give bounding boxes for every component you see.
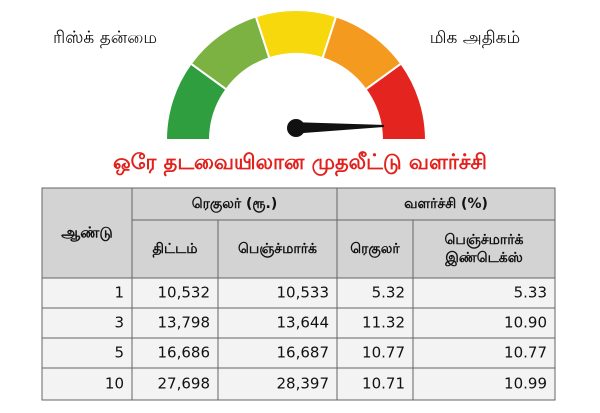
header-cell: ஆண்டு [61, 224, 112, 242]
table-value: 16,687 [277, 344, 330, 362]
sub-header: பெஞ்ச்மார்க் [238, 241, 317, 257]
gauge [164, 9, 428, 141]
table-cell [41, 367, 133, 401]
table-value: 10,532 [158, 284, 211, 302]
table-value: 11.32 [362, 314, 405, 332]
gauge-left-label: ரிஸ்க் தன்மை [53, 28, 157, 48]
table-cell [131, 337, 219, 369]
gauge-segment [364, 62, 428, 141]
table-value: 27,698 [158, 375, 211, 393]
sub-header: திட்டம் [152, 241, 197, 258]
table-cell [131, 307, 219, 339]
table-value: 10.99 [504, 375, 547, 393]
table-value: 10,533 [277, 284, 330, 302]
table: ஆண்டு ரெகுலர் (ரூ.) வளர்ச்சி (%) திட்டம் பெஞ… [41, 187, 556, 401]
table-cell [217, 277, 338, 309]
table-value: 5.33 [514, 284, 547, 302]
table-cell [217, 307, 338, 339]
table-cell [412, 307, 556, 339]
needle [290, 122, 384, 134]
table-value: 10 [105, 375, 124, 393]
table-cell [412, 367, 556, 401]
table-value: 1 [114, 284, 124, 302]
sub-header: ரெகுலர் [350, 241, 400, 258]
table-cell [41, 337, 133, 369]
table-value: 16,686 [158, 344, 211, 362]
table-cell [217, 367, 338, 401]
table-value: 3 [114, 314, 124, 332]
table-value: 10.90 [504, 314, 547, 332]
table-value: 10.71 [362, 375, 405, 393]
title: ஒரே தடவையிலான முதலீட்டு வளர்ச்சி [113, 150, 487, 177]
table-value: 5.32 [372, 284, 405, 302]
table-value: 10.77 [362, 344, 405, 362]
table-value: 28,397 [277, 375, 330, 393]
table-cell [336, 367, 414, 401]
needle-hub [287, 119, 305, 137]
group-header: ரெகுலர் (ரூ.) [192, 196, 278, 213]
group-header: வளர்ச்சி (%) [404, 196, 488, 212]
table-value: 5 [114, 344, 124, 362]
table-cell [41, 307, 133, 339]
table-value: 13,798 [158, 314, 211, 332]
gauge-right-label: மிக அதிகம் [430, 28, 520, 48]
table-cell [217, 219, 338, 279]
table-cell [412, 219, 556, 279]
table-cell [336, 307, 414, 339]
table-cell [336, 219, 414, 279]
table-cell [412, 337, 556, 369]
sub-header: பெஞ்ச்மார்க் இண்டெக்ஸ் [444, 232, 523, 266]
table-value: 13,644 [277, 314, 330, 332]
table-cell [131, 367, 219, 401]
table-value: 10.77 [504, 344, 547, 362]
